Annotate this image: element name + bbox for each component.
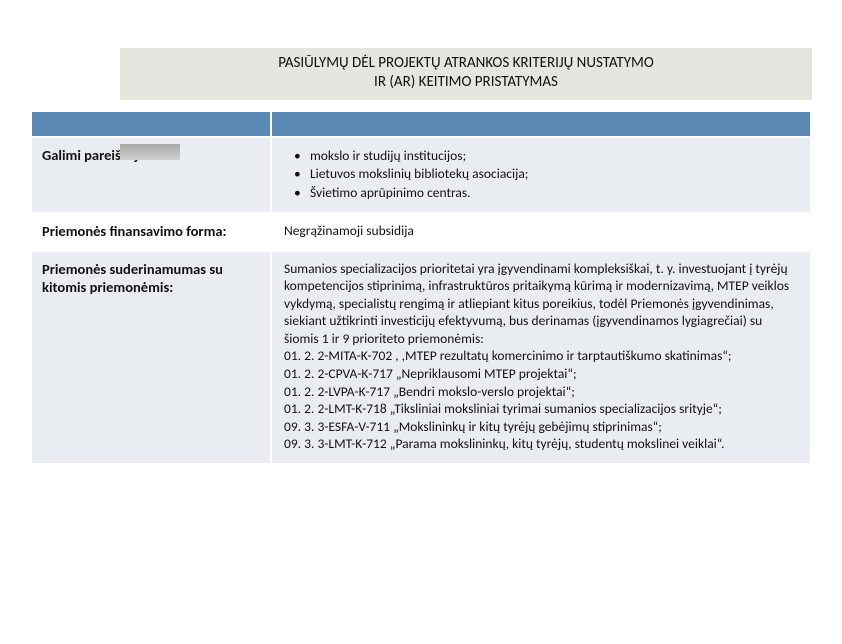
- title-shadow-decor: [120, 144, 180, 160]
- list-item: mokslo ir studijų institucijos;: [288, 147, 798, 165]
- row-label-compat: Priemonės suderinamumas su kitomis priem…: [31, 251, 271, 464]
- row-label-form: Priemonės finansavimo forma:: [31, 213, 271, 251]
- title-line-2: IR (AR) KEITIMO PRISTATYMAS: [130, 73, 802, 92]
- row-value-form: Negrąžinamoji subsidija: [271, 213, 811, 251]
- header-cell-right: [271, 111, 811, 137]
- header-band: [31, 111, 811, 137]
- slide-title: PASIŪLYMŲ DĖL PROJEKTŲ ATRANKOS KRITERIJ…: [120, 48, 812, 100]
- row-value-applicants: mokslo ir studijų institucijos; Lietuvos…: [271, 137, 811, 214]
- table-row: Priemonės suderinamumas su kitomis priem…: [31, 251, 811, 464]
- header-cell-left: [31, 111, 271, 137]
- list-item: Švietimo aprūpinimo centras.: [288, 184, 798, 202]
- applicants-list: mokslo ir studijų institucijos; Lietuvos…: [284, 147, 798, 202]
- title-line-1: PASIŪLYMŲ DĖL PROJEKTŲ ATRANKOS KRITERIJ…: [130, 54, 802, 73]
- criteria-table: Galimi pareiškėjai: mokslo ir studijų in…: [30, 110, 812, 465]
- row-value-compat: Sumanios specializacijos prioritetai yra…: [271, 251, 811, 464]
- slide-page: PASIŪLYMŲ DĖL PROJEKTŲ ATRANKOS KRITERIJ…: [0, 48, 842, 644]
- list-item: Lietuvos mokslinių bibliotekų asociacija…: [288, 165, 798, 183]
- table-row: Priemonės finansavimo forma: Negrąžinamo…: [31, 213, 811, 251]
